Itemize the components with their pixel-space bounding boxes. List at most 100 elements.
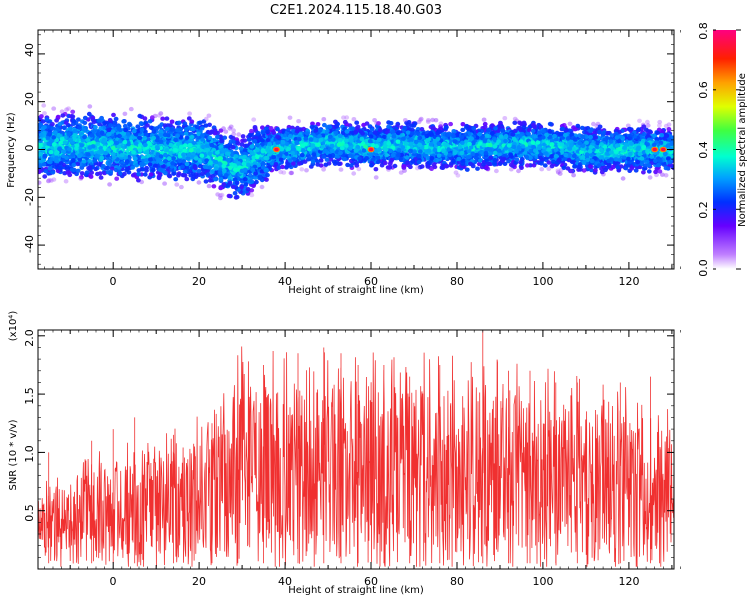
spectrum-cell	[268, 126, 274, 131]
spectrum-cell	[508, 152, 513, 157]
spectrum-cell	[187, 111, 193, 116]
spectrum-cell	[230, 135, 236, 141]
spectrum-cell	[460, 127, 466, 133]
spectrum-cell	[430, 117, 435, 123]
spectrum-cell	[260, 161, 266, 166]
spectrum-cell	[666, 127, 672, 132]
spectrum-cell	[46, 178, 51, 184]
spectrum-cell	[645, 119, 650, 125]
spectrum-cell	[660, 172, 665, 177]
spectrum-cell	[567, 121, 573, 127]
spectrum-cell	[50, 122, 55, 127]
spectrum-cell	[455, 173, 461, 178]
spectrum-cell	[657, 123, 662, 128]
spectrum-cell	[417, 165, 423, 170]
spectrum-cell	[416, 119, 422, 125]
spectrum-cell	[173, 177, 179, 182]
spectrum-cell	[197, 120, 203, 125]
spectrum-cell	[122, 111, 128, 117]
spectrum-cell	[51, 177, 57, 182]
spectrum-cell	[82, 120, 88, 126]
spectrum-cell	[158, 111, 164, 116]
spectrum-cell	[321, 167, 326, 172]
spectrum-cell	[398, 170, 404, 175]
spectrum-cell	[219, 192, 225, 198]
spectrum-cell	[259, 184, 265, 190]
spectrum-cell	[372, 118, 377, 123]
spectrum-cell	[236, 132, 242, 137]
spectrum-cell	[494, 168, 499, 174]
spectrum-cell	[351, 117, 357, 122]
spectrum-cell	[620, 176, 626, 181]
spectrum-cell	[164, 116, 170, 121]
spectrum-cell	[451, 129, 457, 134]
spectrum-cell	[148, 172, 154, 177]
spectrum-cell	[201, 119, 207, 124]
spectrum-cell	[41, 103, 47, 108]
spectrum-cell	[426, 118, 431, 123]
spectrum-cell	[82, 115, 88, 121]
spectrum-cell	[425, 119, 431, 124]
spectrum-cell	[67, 172, 73, 178]
spectrum-cell	[203, 179, 209, 184]
spectrum-cell	[464, 167, 470, 172]
spectrum-cell	[581, 168, 587, 173]
spectrum-cell	[233, 195, 239, 200]
spectrum-cell	[64, 107, 69, 112]
spectrum-cell	[47, 178, 52, 183]
spectrum-cell	[475, 166, 480, 171]
spectrum-cell	[42, 174, 48, 179]
spectrum-cell	[348, 163, 354, 168]
spectrum-cell	[136, 172, 142, 177]
spectrum-cell	[516, 168, 521, 174]
spectrum-cell	[162, 181, 168, 186]
spectrum-cell	[147, 119, 153, 124]
spectrum-cell	[79, 171, 85, 176]
spectrum-cell	[546, 160, 552, 165]
spectrum-cell	[539, 167, 545, 172]
spectrum-cell	[260, 130, 266, 135]
spectrum-cell	[98, 175, 104, 180]
spectrum-cell	[79, 175, 84, 180]
spectrum-cell	[48, 178, 54, 183]
spectrum-cell	[70, 109, 76, 115]
spectrum-cell	[276, 165, 282, 170]
spectrum-cell	[137, 135, 143, 141]
spectrum-cell	[402, 168, 407, 173]
spectrum-cell	[502, 116, 508, 121]
spectrum-cell	[531, 163, 537, 168]
spectrum-cell	[215, 192, 221, 197]
spectrum-cell	[86, 111, 92, 117]
spectrum-cell	[176, 173, 181, 178]
spectrum-cell	[526, 131, 531, 136]
spectrum-cell	[415, 166, 420, 171]
spectrum-cell	[222, 135, 228, 140]
chart-title: C2E1.2024.115.18.40.G03	[270, 3, 442, 18]
spectrum-cell	[251, 117, 257, 122]
spectrum-cell	[354, 163, 360, 168]
spectrum-cell	[663, 173, 669, 178]
spectrum-cell	[227, 126, 233, 131]
spectrum-cell	[246, 137, 252, 142]
spectrum-cell	[71, 119, 77, 124]
spectrum-cell	[186, 116, 192, 121]
spectrum-cell	[87, 104, 93, 109]
spectrum-cell	[338, 167, 344, 172]
spectrum-cell	[174, 182, 180, 187]
spectrum-cell	[218, 128, 224, 133]
spectrum-cell	[299, 167, 305, 172]
spectrum-cell	[392, 163, 398, 169]
spectrum-cell	[355, 124, 361, 130]
spectrum-cell	[75, 168, 81, 173]
spectrum-cell	[321, 117, 327, 122]
spectrum-cell	[114, 176, 120, 181]
spectrum-cell	[76, 117, 81, 122]
spectrum-cell	[647, 175, 653, 180]
spectrum-cell	[51, 106, 57, 111]
spectrum-cell	[438, 121, 444, 126]
spectrum-cell	[149, 115, 155, 120]
spectrum-cell	[42, 111, 47, 116]
spectrum-cell	[645, 123, 651, 128]
spectrum-cell	[549, 164, 555, 169]
